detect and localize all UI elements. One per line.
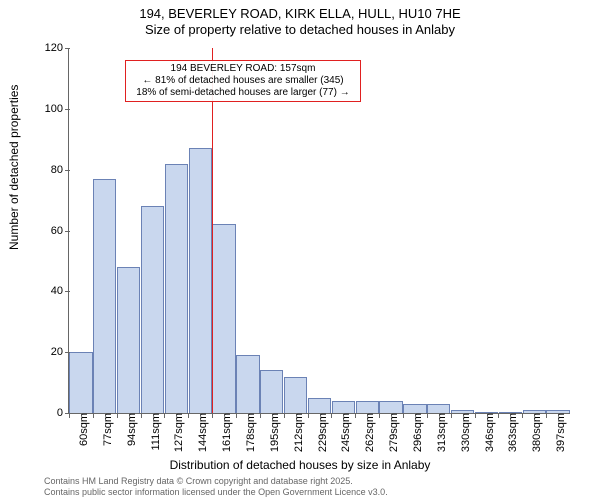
- x-tick-mark: [260, 413, 261, 418]
- annotation-line: 194 BEVERLEY ROAD: 157sqm: [130, 63, 356, 75]
- y-axis-label: Number of detached properties: [7, 85, 21, 250]
- x-tick-label: 60sqm: [72, 413, 90, 446]
- x-tick-mark: [188, 413, 189, 418]
- histogram-bar: [403, 404, 426, 413]
- x-tick-mark: [475, 413, 476, 418]
- y-tick-label: 80: [51, 164, 69, 176]
- title-line-2: Size of property relative to detached ho…: [0, 22, 600, 38]
- histogram-bar: [308, 398, 331, 413]
- y-tick-label: 100: [45, 103, 69, 115]
- histogram-bar: [284, 377, 307, 414]
- x-tick-mark: [522, 413, 523, 418]
- title-line-1: 194, BEVERLEY ROAD, KIRK ELLA, HULL, HU1…: [0, 6, 600, 22]
- x-tick-mark: [546, 413, 547, 418]
- x-tick-mark: [379, 413, 380, 418]
- chart-title: 194, BEVERLEY ROAD, KIRK ELLA, HULL, HU1…: [0, 0, 600, 39]
- y-tick-label: 60: [51, 225, 69, 237]
- x-tick-label: 245sqm: [334, 413, 352, 452]
- y-tick-label: 120: [45, 42, 69, 54]
- y-tick-label: 40: [51, 285, 69, 297]
- x-tick-label: 380sqm: [525, 413, 543, 452]
- x-tick-label: 161sqm: [215, 413, 233, 452]
- histogram-bar: [427, 404, 450, 413]
- x-tick-mark: [498, 413, 499, 418]
- footer-attribution: Contains HM Land Registry data © Crown c…: [44, 476, 388, 498]
- x-tick-mark: [284, 413, 285, 418]
- annotation-line: 18% of semi-detached houses are larger (…: [130, 87, 356, 99]
- y-tick-label: 0: [57, 407, 69, 419]
- histogram-bar: [260, 370, 283, 413]
- x-tick-label: 77sqm: [96, 413, 114, 446]
- histogram-bar: [236, 355, 259, 413]
- x-tick-mark: [331, 413, 332, 418]
- histogram-bar: [117, 267, 140, 413]
- x-tick-mark: [308, 413, 309, 418]
- x-tick-mark: [427, 413, 428, 418]
- histogram-bar: [379, 401, 402, 413]
- x-tick-label: 313sqm: [430, 413, 448, 452]
- x-tick-label: 296sqm: [406, 413, 424, 452]
- x-tick-label: 127sqm: [167, 413, 185, 452]
- x-tick-mark: [69, 413, 70, 418]
- x-tick-mark: [403, 413, 404, 418]
- y-tick-label: 20: [51, 346, 69, 358]
- x-tick-label: 363sqm: [501, 413, 519, 452]
- histogram-bar: [141, 206, 164, 413]
- property-marker-line: [212, 48, 213, 413]
- histogram-bar: [69, 352, 92, 413]
- histogram-bar: [189, 148, 212, 413]
- x-tick-label: 346sqm: [478, 413, 496, 452]
- x-tick-mark: [117, 413, 118, 418]
- histogram-bar: [212, 224, 235, 413]
- histogram-bar: [93, 179, 116, 413]
- histogram-bar: [165, 164, 188, 413]
- x-tick-label: 262sqm: [358, 413, 376, 452]
- histogram-bar: [332, 401, 355, 413]
- x-tick-label: 397sqm: [549, 413, 567, 452]
- x-tick-mark: [141, 413, 142, 418]
- x-tick-label: 279sqm: [382, 413, 400, 452]
- x-tick-label: 111sqm: [144, 413, 162, 451]
- x-tick-label: 229sqm: [311, 413, 329, 452]
- x-tick-label: 144sqm: [191, 413, 209, 452]
- annotation-callout: 194 BEVERLEY ROAD: 157sqm← 81% of detach…: [125, 60, 361, 102]
- x-tick-label: 212sqm: [287, 413, 305, 452]
- chart-plot-area: 02040608010012060sqm77sqm94sqm111sqm127s…: [68, 48, 570, 414]
- x-tick-label: 94sqm: [120, 413, 138, 446]
- x-tick-mark: [236, 413, 237, 418]
- x-tick-mark: [93, 413, 94, 418]
- x-tick-mark: [212, 413, 213, 418]
- x-tick-mark: [451, 413, 452, 418]
- x-tick-label: 195sqm: [263, 413, 281, 452]
- x-tick-mark: [164, 413, 165, 418]
- x-tick-mark: [355, 413, 356, 418]
- footer-line-2: Contains public sector information licen…: [44, 487, 388, 498]
- x-axis-label: Distribution of detached houses by size …: [0, 458, 600, 472]
- x-tick-label: 178sqm: [239, 413, 257, 452]
- histogram-bar: [356, 401, 379, 413]
- x-tick-label: 330sqm: [454, 413, 472, 452]
- annotation-line: ← 81% of detached houses are smaller (34…: [130, 75, 356, 87]
- footer-line-1: Contains HM Land Registry data © Crown c…: [44, 476, 388, 487]
- histogram-bars: [69, 48, 570, 413]
